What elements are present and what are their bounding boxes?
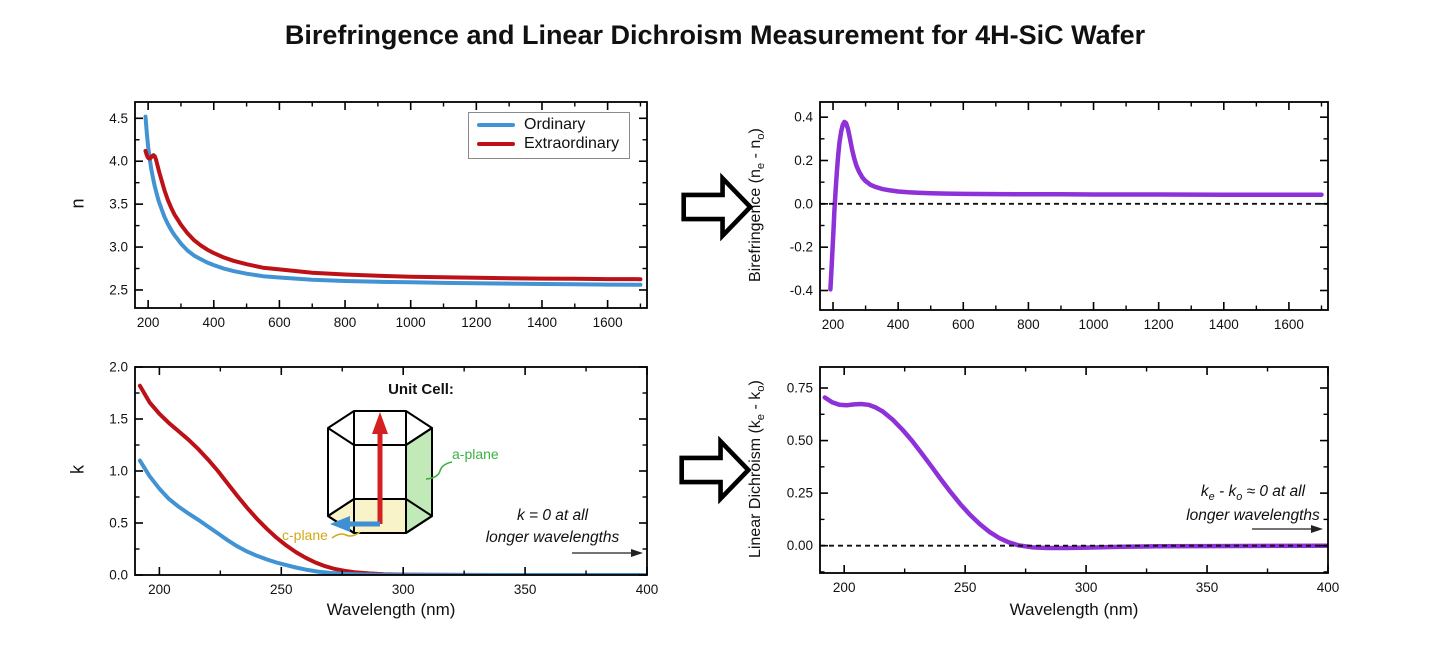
y-tick-label: 0.00 [787, 538, 813, 553]
legend-swatch-ordinary [477, 123, 515, 127]
unit-cell-diagram [327, 410, 453, 539]
y-tick-label: 0.25 [787, 486, 813, 501]
a-plane-face [405, 427, 433, 534]
annotation-k-zero: k = 0 at all longer wavelengths [465, 505, 640, 548]
x-tick-label: 1000 [1079, 317, 1109, 332]
annotation-arrow-icon [1252, 525, 1323, 533]
legend-label: Extraordinary [524, 135, 620, 152]
x-axis-label-wavelength-left: Wavelength (nm) [326, 600, 456, 619]
x-tick-label: 1400 [1209, 317, 1239, 332]
x-tick-label: 400 [203, 315, 226, 330]
annotation-ld-zero: ke - ko ≈ 0 at all longer wavelengths [1173, 481, 1333, 527]
x-tick-label: 800 [1017, 317, 1040, 332]
chart-birefringence: 200 400 600 800 1000 1200 1400 1600 -0.4 -0.2 0.0 0… [790, 101, 1329, 332]
y-tick-label: 0.50 [787, 433, 813, 448]
y-tick-label: 3.0 [109, 240, 128, 255]
x-tick-label: 250 [954, 580, 977, 595]
y-axis-label-n: n [67, 198, 88, 209]
y-tick-label: 0.0 [794, 196, 813, 211]
x-tick-label: 1200 [1144, 317, 1174, 332]
annotation-line-2: longer wavelengths [1186, 507, 1320, 525]
y-tick-label: 2.5 [109, 282, 128, 297]
plot-box [134, 366, 648, 576]
y-tick-label: 0.2 [794, 153, 813, 168]
a-plane-label: a-plane [452, 446, 499, 462]
a-plane-callout-line [425, 461, 453, 480]
y-tick-label: 1.0 [109, 464, 128, 479]
annotation-line-1: ke - ko ≈ 0 at all [1200, 483, 1306, 504]
x-tick-label: 250 [270, 582, 293, 597]
legend-item: Extraordinary [477, 135, 619, 153]
x-tick-label: 1600 [593, 315, 623, 330]
plot-box [819, 101, 1329, 311]
x-tick-label: 400 [636, 582, 659, 597]
x-tick-label: 600 [268, 315, 291, 330]
x-axis-label-wavelength-right: Wavelength (nm) [1009, 600, 1139, 619]
y-tick-label: 1.5 [109, 412, 128, 427]
x-tick-label: 300 [1075, 580, 1098, 595]
unit-cell-title: Unit Cell: [388, 381, 454, 398]
legend-label: Ordinary [524, 116, 586, 133]
c-plane-label: c-plane [282, 527, 328, 543]
series-line [828, 119, 1324, 292]
x-tick-label: 400 [1317, 580, 1340, 595]
flow-arrow-icon [679, 435, 752, 505]
chart-linear-dichroism: 200 250 300 350 400 0.00 0.25 0.50 0.75 [787, 366, 1340, 595]
annotation-line-2: longer wavelengths [485, 528, 620, 546]
x-tick-label: 200 [148, 582, 171, 597]
series-line [143, 148, 643, 282]
y-tick-label: 4.0 [109, 154, 128, 169]
y-tick-label: 0.0 [109, 568, 128, 583]
flow-arrow-icon [681, 172, 754, 242]
legend-swatch-extraordinary [477, 142, 515, 146]
x-tick-label: 1000 [396, 315, 426, 330]
legend-item: Ordinary [477, 116, 619, 134]
x-tick-label: 1400 [527, 315, 557, 330]
annotation-line-1: k = 0 at all [516, 507, 589, 524]
x-tick-label: 600 [952, 317, 975, 332]
x-tick-label: 200 [137, 315, 160, 330]
x-tick-label: 200 [822, 317, 845, 332]
y-tick-label: -0.4 [790, 283, 814, 298]
x-tick-label: 300 [392, 582, 415, 597]
series-line [143, 114, 643, 287]
x-tick-label: 350 [514, 582, 537, 597]
chart-refractive-index: 200 400 600 800 1000 1200 1400 1600 2.5 3.0 3.5 4.0… [109, 101, 648, 330]
plot-box [819, 366, 1329, 574]
x-tick-label: 400 [887, 317, 910, 332]
x-tick-label: 350 [1196, 580, 1219, 595]
chart-extinction-coefficient: 200 250 300 350 400 0.0 0.5 1.0 1.5 2.0 [109, 360, 659, 598]
y-tick-label: 0.75 [787, 381, 813, 396]
y-tick-label: -0.2 [790, 240, 813, 255]
series-line [822, 395, 1328, 551]
x-tick-label: 1200 [461, 315, 491, 330]
y-tick-label: 4.5 [109, 111, 128, 126]
figure-title: Birefringence and Linear Dichroism Measu… [284, 20, 1146, 50]
y-axis-label-k: k [67, 465, 88, 474]
c-plane-callout-line [331, 531, 361, 539]
legend: Ordinary Extraordinary [468, 112, 631, 159]
x-tick-label: 200 [833, 580, 856, 595]
x-tick-label: 1600 [1274, 317, 1304, 332]
plot-box [134, 101, 648, 309]
annotation-arrow-icon [572, 549, 643, 557]
y-tick-label: 2.0 [109, 360, 128, 375]
x-tick-label: 800 [334, 315, 357, 330]
y-tick-label: 0.4 [794, 110, 813, 125]
y-tick-label: 0.5 [109, 516, 128, 531]
y-tick-label: 3.5 [109, 197, 128, 212]
